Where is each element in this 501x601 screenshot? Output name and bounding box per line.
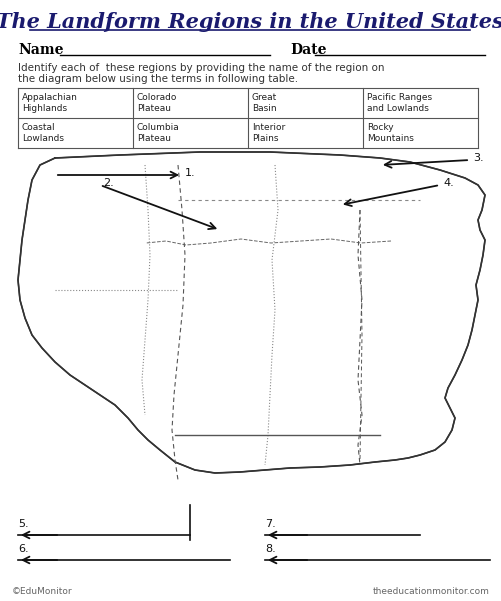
Text: Appalachian
Highlands: Appalachian Highlands <box>22 93 78 113</box>
Text: 5.: 5. <box>18 519 29 529</box>
Text: Rocky
Mountains: Rocky Mountains <box>367 123 414 143</box>
Text: Coastal
Lowlands: Coastal Lowlands <box>22 123 64 143</box>
Text: Pacific Ranges
and Lowlands: Pacific Ranges and Lowlands <box>367 93 432 113</box>
Text: Great
Basin: Great Basin <box>252 93 277 113</box>
Text: Identify each of  these regions by providing the name of the region on: Identify each of these regions by provid… <box>18 63 384 73</box>
Text: theeducationmonitor.com: theeducationmonitor.com <box>373 588 490 597</box>
Text: Date: Date <box>290 43 327 57</box>
Text: 7.: 7. <box>265 519 276 529</box>
Polygon shape <box>18 152 485 473</box>
Text: the diagram below using the terms in following table.: the diagram below using the terms in fol… <box>18 74 298 84</box>
Text: Name: Name <box>18 43 64 57</box>
Text: ©EduMonitor: ©EduMonitor <box>12 588 73 597</box>
Text: The Landform Regions in the United States: The Landform Regions in the United State… <box>0 12 501 32</box>
Text: 3.: 3. <box>473 153 483 163</box>
Text: Columbia
Plateau: Columbia Plateau <box>137 123 180 143</box>
Text: Colorado
Plateau: Colorado Plateau <box>137 93 177 113</box>
Text: 8.: 8. <box>265 544 276 554</box>
Text: 4.: 4. <box>443 178 454 188</box>
Text: 6.: 6. <box>18 544 29 554</box>
Text: Interior
Plains: Interior Plains <box>252 123 285 143</box>
Text: 1.: 1. <box>185 168 195 178</box>
Text: 2.: 2. <box>103 178 114 188</box>
